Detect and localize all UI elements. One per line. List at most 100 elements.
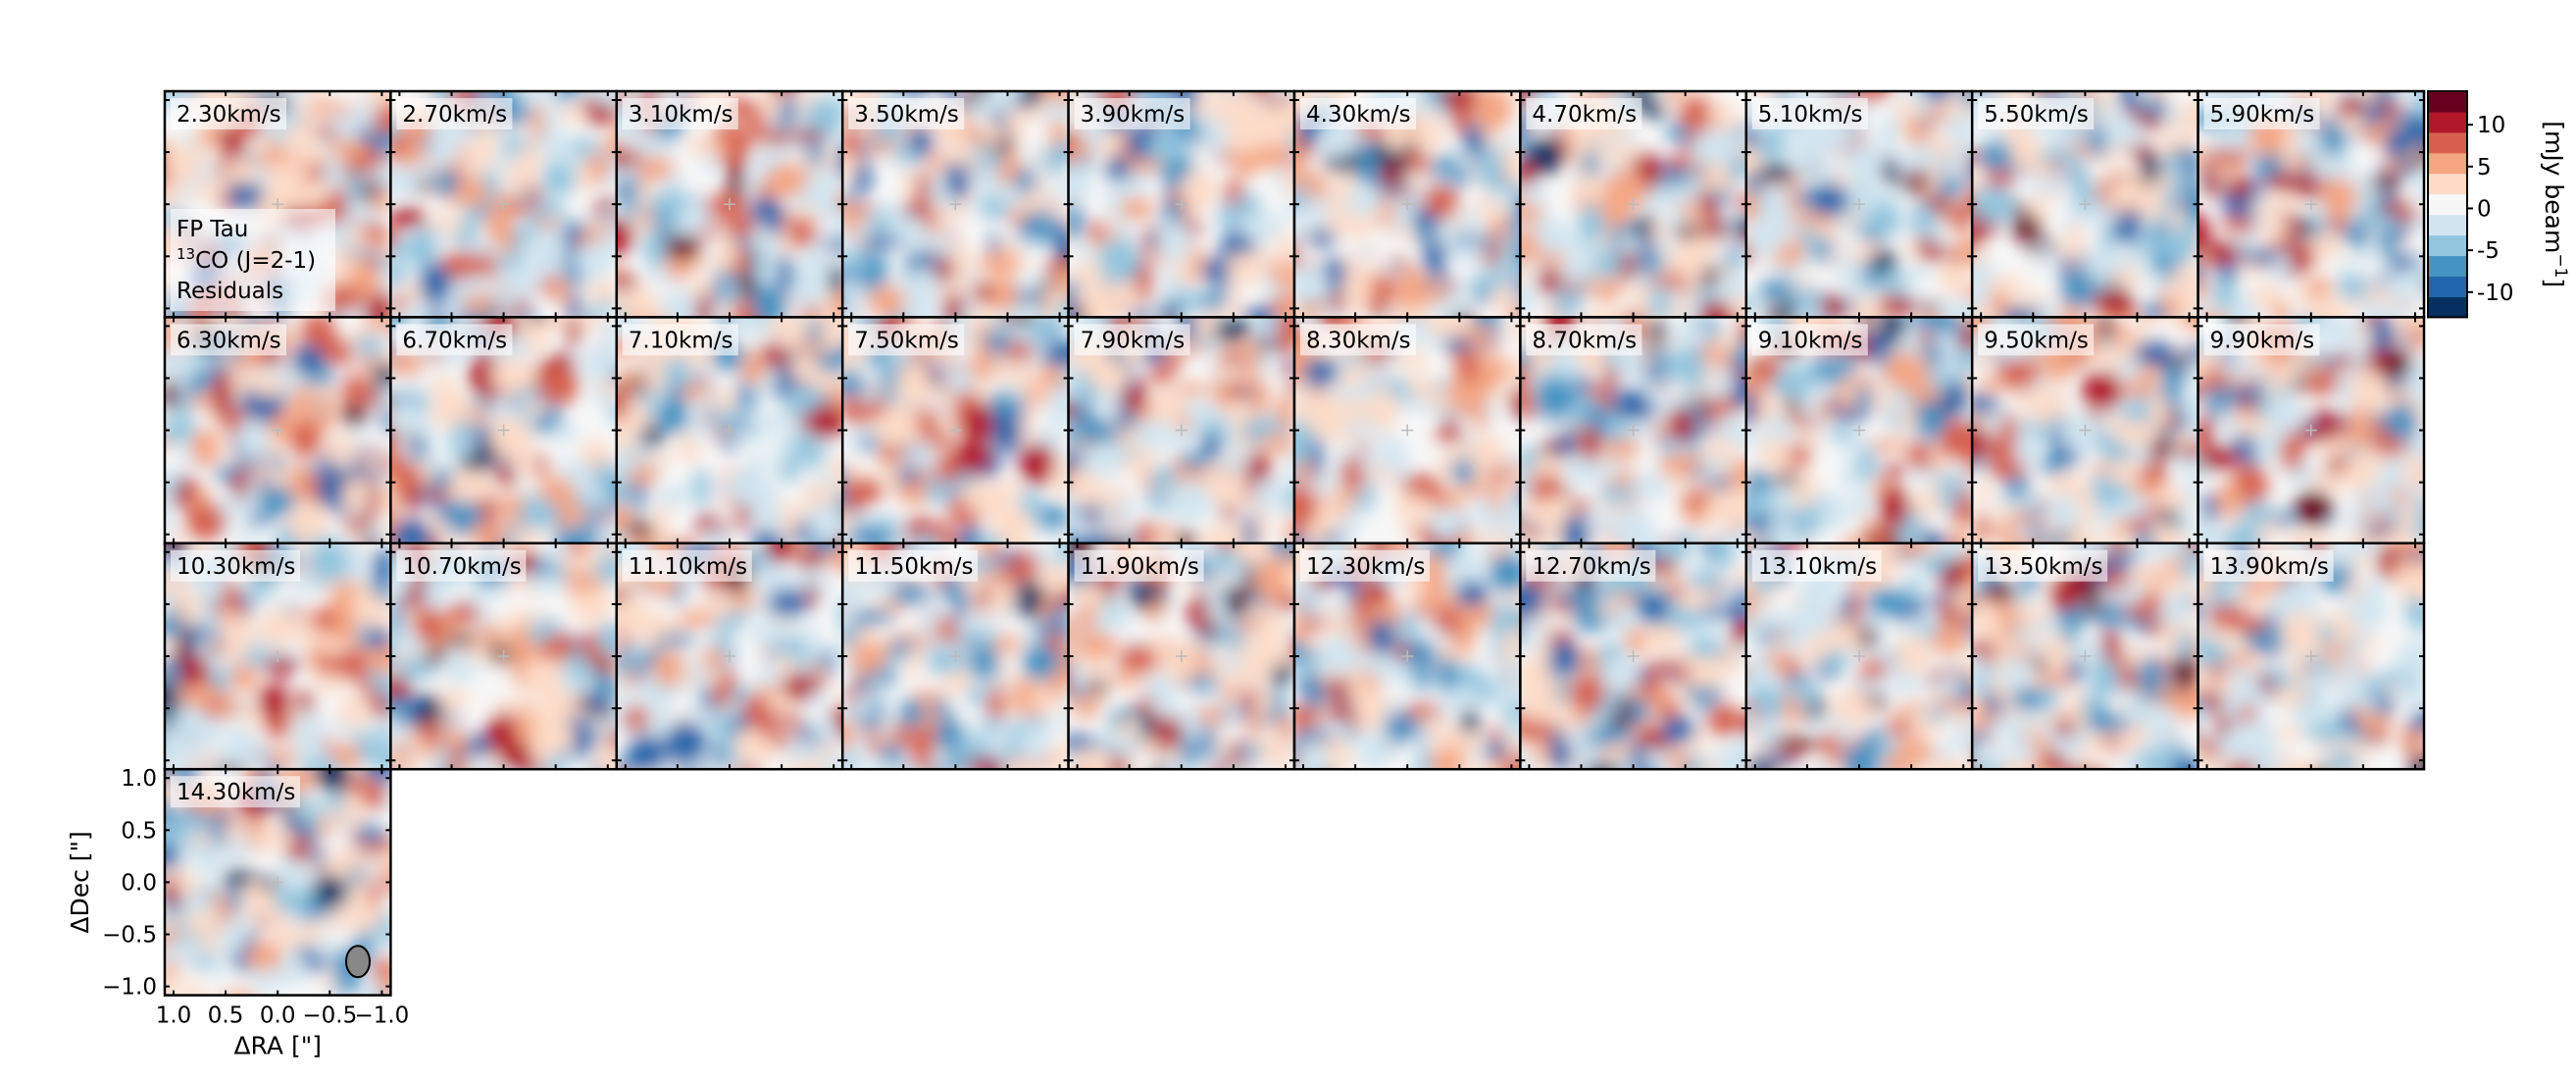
residual-blob	[1745, 711, 1761, 727]
residual-blob	[537, 213, 557, 231]
residual-blob	[1823, 648, 1850, 672]
residual-blob	[842, 151, 860, 179]
residual-blob	[1274, 762, 1292, 770]
residual-blob	[2039, 300, 2054, 318]
residual-blob	[934, 719, 965, 750]
residual-blob	[2231, 400, 2259, 415]
residual-blob	[432, 170, 459, 197]
residual-blob	[341, 376, 371, 406]
residual-blob	[1808, 182, 1849, 217]
residual-blob	[1035, 427, 1067, 449]
residual-blob	[705, 193, 749, 217]
residual-blob	[1527, 615, 1549, 635]
residual-blob	[982, 633, 999, 645]
residual-blob	[943, 292, 964, 318]
residual-blob	[210, 168, 225, 186]
residual-blob	[531, 202, 568, 218]
residual-blob	[1006, 383, 1024, 399]
residual-blob	[1679, 95, 1716, 131]
residual-blob	[1981, 140, 2013, 171]
residual-blob	[1272, 98, 1294, 128]
residual-blob	[1871, 249, 1897, 275]
residual-blob	[695, 514, 718, 531]
residual-blob	[1732, 342, 1746, 371]
channel-velocity-label: 2.30km/s	[177, 102, 281, 128]
residual-blob	[1042, 526, 1065, 540]
residual-blob	[1942, 618, 1959, 647]
residual-blob	[1672, 321, 1710, 352]
residual-blob	[1068, 205, 1085, 240]
channel-velocity-label: 13.10km/s	[1758, 554, 1877, 580]
residual-blob	[1311, 197, 1334, 227]
residual-blob	[651, 503, 670, 543]
residual-blob	[1955, 578, 1973, 618]
residual-blob	[1539, 642, 1583, 677]
channel-velocity-label: 11.10km/s	[629, 554, 747, 580]
residual-blob	[616, 287, 626, 313]
residual-blob	[1068, 502, 1082, 517]
residual-blob	[1456, 349, 1479, 384]
residual-blob	[515, 711, 535, 745]
residual-blob	[559, 503, 586, 528]
residual-blob	[842, 720, 858, 748]
residual-blob	[1986, 277, 2028, 293]
residual-blob	[616, 155, 635, 169]
residual-blob	[1736, 565, 1746, 585]
residual-blob	[219, 646, 249, 664]
residual-blob	[1370, 396, 1390, 424]
residual-blob	[2161, 155, 2189, 180]
residual-blob	[195, 678, 214, 708]
residual-blob	[1014, 168, 1036, 195]
residual-blob	[1642, 594, 1669, 623]
residual-blob	[1659, 453, 1701, 477]
residual-blob	[1022, 643, 1060, 682]
residual-blob	[624, 537, 658, 543]
residual-blob	[1866, 202, 1901, 235]
residual-map	[165, 317, 391, 543]
residual-blob	[970, 645, 999, 682]
residual-blob	[2364, 213, 2399, 233]
residual-blob	[766, 694, 794, 713]
residual-blob	[2040, 453, 2068, 475]
residual-blob	[1510, 388, 1521, 418]
residual-blob	[255, 478, 297, 517]
residual-blob	[1647, 623, 1681, 649]
residual-blob	[1068, 283, 1080, 295]
residual-blob	[1356, 245, 1374, 259]
residual-blob	[1520, 254, 1533, 283]
residual-blob	[1288, 448, 1294, 483]
residual-blob	[382, 255, 391, 294]
residual-blob	[1925, 371, 1958, 389]
residual-blob	[1922, 91, 1952, 100]
residual-blob	[1569, 676, 1605, 713]
residual-blob	[1304, 398, 1327, 437]
residual-blob	[1930, 757, 1963, 770]
residual-blob	[290, 383, 314, 421]
residual-blob	[768, 589, 808, 617]
residual-blob	[257, 684, 290, 720]
residual-blob	[828, 456, 843, 472]
residual-blob	[1650, 288, 1671, 318]
residual-blob	[951, 440, 993, 473]
residual-blob	[1564, 585, 1579, 609]
residual-blob	[1504, 627, 1521, 659]
residual-blob	[1889, 385, 1904, 419]
residual-blob	[1309, 437, 1323, 480]
channel-velocity-label: 8.30km/s	[1306, 328, 1411, 353]
residual-blob	[186, 372, 208, 397]
residual-blob	[680, 200, 712, 234]
channel-velocity-label: 11.90km/s	[1081, 554, 1199, 580]
residual-blob	[1295, 730, 1308, 745]
residual-blob	[212, 377, 234, 419]
residual-blob	[1174, 292, 1208, 313]
residual-blob	[402, 140, 425, 169]
residual-blob	[1861, 515, 1875, 533]
residual-blob	[597, 622, 617, 659]
residual-blob	[1485, 741, 1510, 758]
residual-blob	[1340, 273, 1371, 314]
residual-blob	[972, 91, 989, 98]
residual-blob	[390, 401, 427, 436]
residual-blob	[1677, 348, 1707, 389]
residual-blob	[1837, 713, 1850, 751]
